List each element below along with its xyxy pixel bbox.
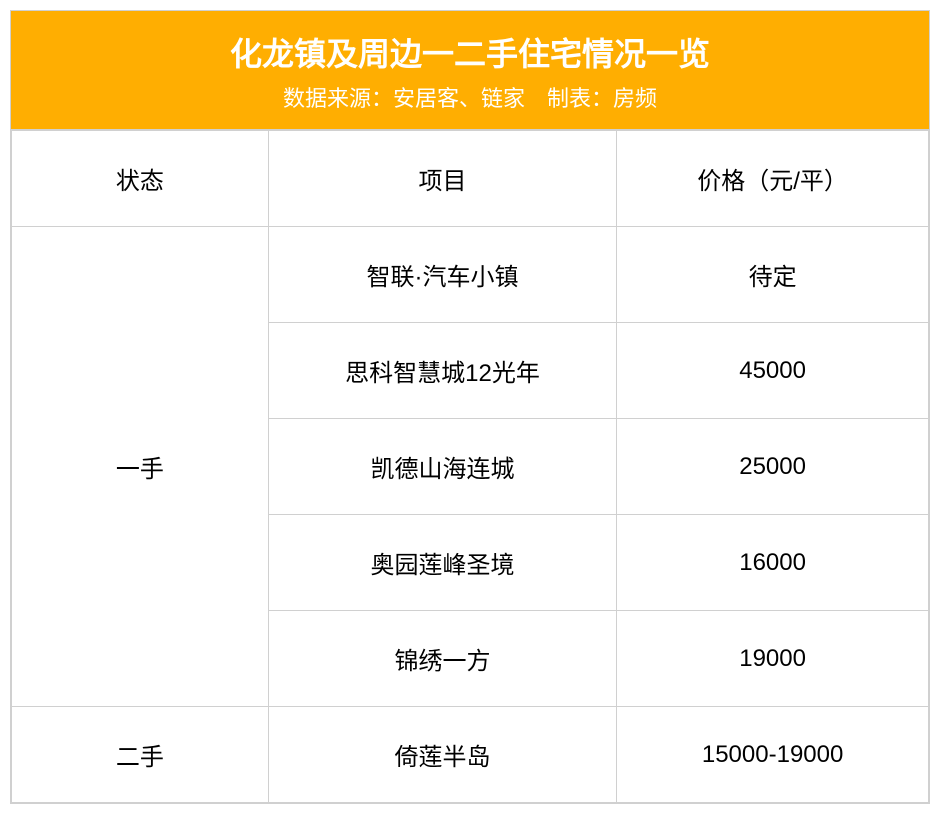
- table-row: 一手 智联·汽车小镇 待定: [12, 227, 929, 323]
- project-cell: 奥园莲峰圣境: [268, 515, 616, 611]
- status-cell: 二手: [12, 707, 269, 803]
- price-cell: 15000-19000: [617, 707, 929, 803]
- table-row: 二手 倚莲半岛 15000-19000: [12, 707, 929, 803]
- status-cell: 一手: [12, 227, 269, 707]
- project-cell: 倚莲半岛: [268, 707, 616, 803]
- project-cell: 凯德山海连城: [268, 419, 616, 515]
- housing-table-container: 化龙镇及周边一二手住宅情况一览 数据来源：安居客、链家 制表：房频 状态 项目 …: [10, 10, 930, 804]
- project-cell: 思科智慧城12光年: [268, 323, 616, 419]
- column-header-project: 项目: [268, 131, 616, 227]
- project-cell: 锦绣一方: [268, 611, 616, 707]
- price-cell: 25000: [617, 419, 929, 515]
- price-cell: 45000: [617, 323, 929, 419]
- column-header-status: 状态: [12, 131, 269, 227]
- column-header-price: 价格（元/平）: [617, 131, 929, 227]
- project-cell: 智联·汽车小镇: [268, 227, 616, 323]
- price-cell: 19000: [617, 611, 929, 707]
- table-header-row: 状态 项目 价格（元/平）: [12, 131, 929, 227]
- price-cell: 待定: [617, 227, 929, 323]
- table-subtitle: 数据来源：安居客、链家 制表：房频: [11, 81, 929, 113]
- table-title: 化龙镇及周边一二手住宅情况一览: [11, 29, 929, 75]
- price-cell: 16000: [617, 515, 929, 611]
- table-header: 化龙镇及周边一二手住宅情况一览 数据来源：安居客、链家 制表：房频: [11, 11, 929, 130]
- housing-table: 状态 项目 价格（元/平） 一手 智联·汽车小镇 待定 思科智慧城12光年 45…: [11, 130, 929, 803]
